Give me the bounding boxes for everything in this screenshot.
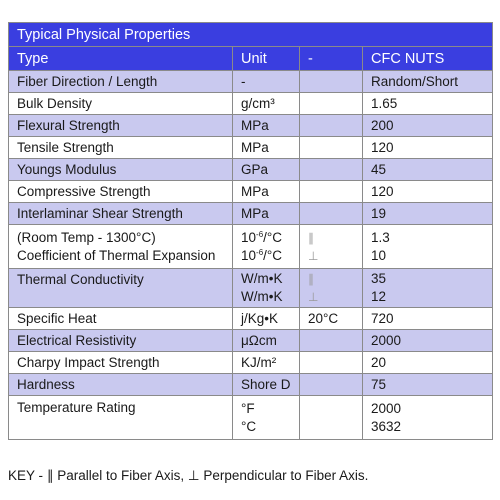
properties-table: Typical Physical Properties Type Unit - … <box>7 22 494 440</box>
property-name: Tensile Strength <box>8 136 233 159</box>
property-unit: °F °C <box>232 395 300 440</box>
property-value: 35 12 <box>361 268 494 308</box>
property-name-line: Coefficient of Thermal Expansion <box>17 247 216 263</box>
property-unit: MPa <box>232 114 300 137</box>
column-header-type: Type <box>8 46 233 71</box>
property-unit: KJ/m² <box>232 351 300 374</box>
property-condition <box>299 70 363 93</box>
property-condition <box>299 373 363 396</box>
property-unit: j/Kg•K <box>232 307 300 330</box>
property-condition <box>299 202 363 225</box>
property-value: 1.65 <box>361 92 494 115</box>
table-row: Tensile Strength MPa 120 <box>8 136 494 159</box>
property-value: 720 <box>361 307 494 330</box>
table-row: Specific Heat j/Kg•K 20°C 720 <box>8 307 494 330</box>
table-row: Hardness Shore D 75 <box>8 373 494 396</box>
property-value: Random/Short <box>361 70 494 93</box>
property-value-line: 2000 <box>371 400 402 416</box>
property-name: Electrical Resistivity <box>8 329 233 352</box>
table-row: Temperature Rating °F °C 2000 3632 <box>8 395 494 440</box>
parallel-icon: ∥ <box>308 272 314 286</box>
property-value-line: 1.3 <box>371 229 390 245</box>
property-name: Charpy Impact Strength <box>8 351 233 374</box>
property-condition: ∥ ⊥ <box>299 224 363 269</box>
property-unit: μΩcm <box>232 329 300 352</box>
table-row: Flexural Strength MPa 200 <box>8 114 494 137</box>
property-name: Fiber Direction / Length <box>8 70 233 93</box>
property-value: 75 <box>361 373 494 396</box>
property-unit: 10-6/°C 10-6/°C <box>232 224 300 269</box>
property-name: Flexural Strength <box>8 114 233 137</box>
table-row: Electrical Resistivity μΩcm 2000 <box>8 329 494 352</box>
property-name: (Room Temp - 1300°C) Coefficient of Ther… <box>8 224 233 269</box>
property-unit: GPa <box>232 158 300 181</box>
property-value: 120 <box>361 180 494 203</box>
property-unit-line: 10-6/°C <box>241 247 283 263</box>
property-name: Compressive Strength <box>8 180 233 203</box>
table-title: Typical Physical Properties <box>7 22 494 47</box>
property-value: 20 <box>361 351 494 374</box>
property-value: 19 <box>361 202 494 225</box>
property-unit: MPa <box>232 136 300 159</box>
property-condition <box>299 329 363 352</box>
property-value: 2000 <box>361 329 494 352</box>
property-value: 200 <box>361 114 494 137</box>
property-value-line: 3632 <box>371 418 402 434</box>
column-header-condition: - <box>299 46 363 71</box>
table-row: Interlaminar Shear Strength MPa 19 <box>8 202 494 225</box>
property-unit: MPa <box>232 202 300 225</box>
property-name: Youngs Modulus <box>8 158 233 181</box>
property-value: 1.3 10 <box>361 224 494 269</box>
perpendicular-icon: ⊥ <box>308 290 319 304</box>
property-condition <box>299 158 363 181</box>
property-value: 120 <box>361 136 494 159</box>
property-value-line: 10 <box>371 247 387 263</box>
property-value: 45 <box>361 158 494 181</box>
property-condition <box>299 180 363 203</box>
property-condition <box>299 114 363 137</box>
property-name: Interlaminar Shear Strength <box>8 202 233 225</box>
properties-sheet: Typical Physical Properties Type Unit - … <box>7 22 494 440</box>
parallel-icon: ∥ <box>308 230 314 245</box>
property-condition <box>299 136 363 159</box>
property-unit: MPa <box>232 180 300 203</box>
property-condition <box>299 351 363 374</box>
property-unit-line: W/m•K <box>241 289 283 304</box>
table-row: Thermal Conductivity W/m•K W/m•K ∥ ⊥ 35 … <box>8 268 494 308</box>
column-header-unit: Unit <box>232 46 300 71</box>
property-unit-line: °C <box>241 418 257 434</box>
property-unit: Shore D <box>232 373 300 396</box>
property-condition <box>299 395 363 440</box>
table-row: Bulk Density g/cm³ 1.65 <box>8 92 494 115</box>
table-row: Fiber Direction / Length - Random/Short <box>8 70 494 93</box>
property-value: 2000 3632 <box>361 395 494 440</box>
property-condition <box>299 92 363 115</box>
property-name: Thermal Conductivity <box>8 268 233 308</box>
table-row: Compressive Strength MPa 120 <box>8 180 494 203</box>
property-unit-line: W/m•K <box>241 271 283 286</box>
perpendicular-icon: ⊥ <box>308 248 319 263</box>
property-name-line: (Room Temp - 1300°C) <box>17 229 156 245</box>
symbol-key-note: KEY - ∥ Parallel to Fiber Axis, ⊥ Perpen… <box>8 468 369 483</box>
property-unit-line: °F <box>241 400 255 416</box>
property-unit: W/m•K W/m•K <box>232 268 300 308</box>
property-name: Temperature Rating <box>8 395 233 440</box>
table-header-row: Type Unit - CFC NUTS <box>8 46 494 71</box>
property-name: Hardness <box>8 373 233 396</box>
column-header-cfc-nuts: CFC NUTS <box>361 46 494 71</box>
property-unit: - <box>232 70 300 93</box>
property-condition: ∥ ⊥ <box>299 268 363 308</box>
property-value-line: 12 <box>371 289 387 304</box>
property-unit-line: 10-6/°C <box>241 229 283 245</box>
table-row: Youngs Modulus GPa 45 <box>8 158 494 181</box>
property-unit: g/cm³ <box>232 92 300 115</box>
table-title-row: Typical Physical Properties <box>7 22 494 47</box>
property-condition: 20°C <box>299 307 363 330</box>
property-value-line: 35 <box>371 271 387 286</box>
table-row: (Room Temp - 1300°C) Coefficient of Ther… <box>8 224 494 269</box>
property-name: Specific Heat <box>8 307 233 330</box>
property-name: Bulk Density <box>8 92 233 115</box>
table-row: Charpy Impact Strength KJ/m² 20 <box>8 351 494 374</box>
